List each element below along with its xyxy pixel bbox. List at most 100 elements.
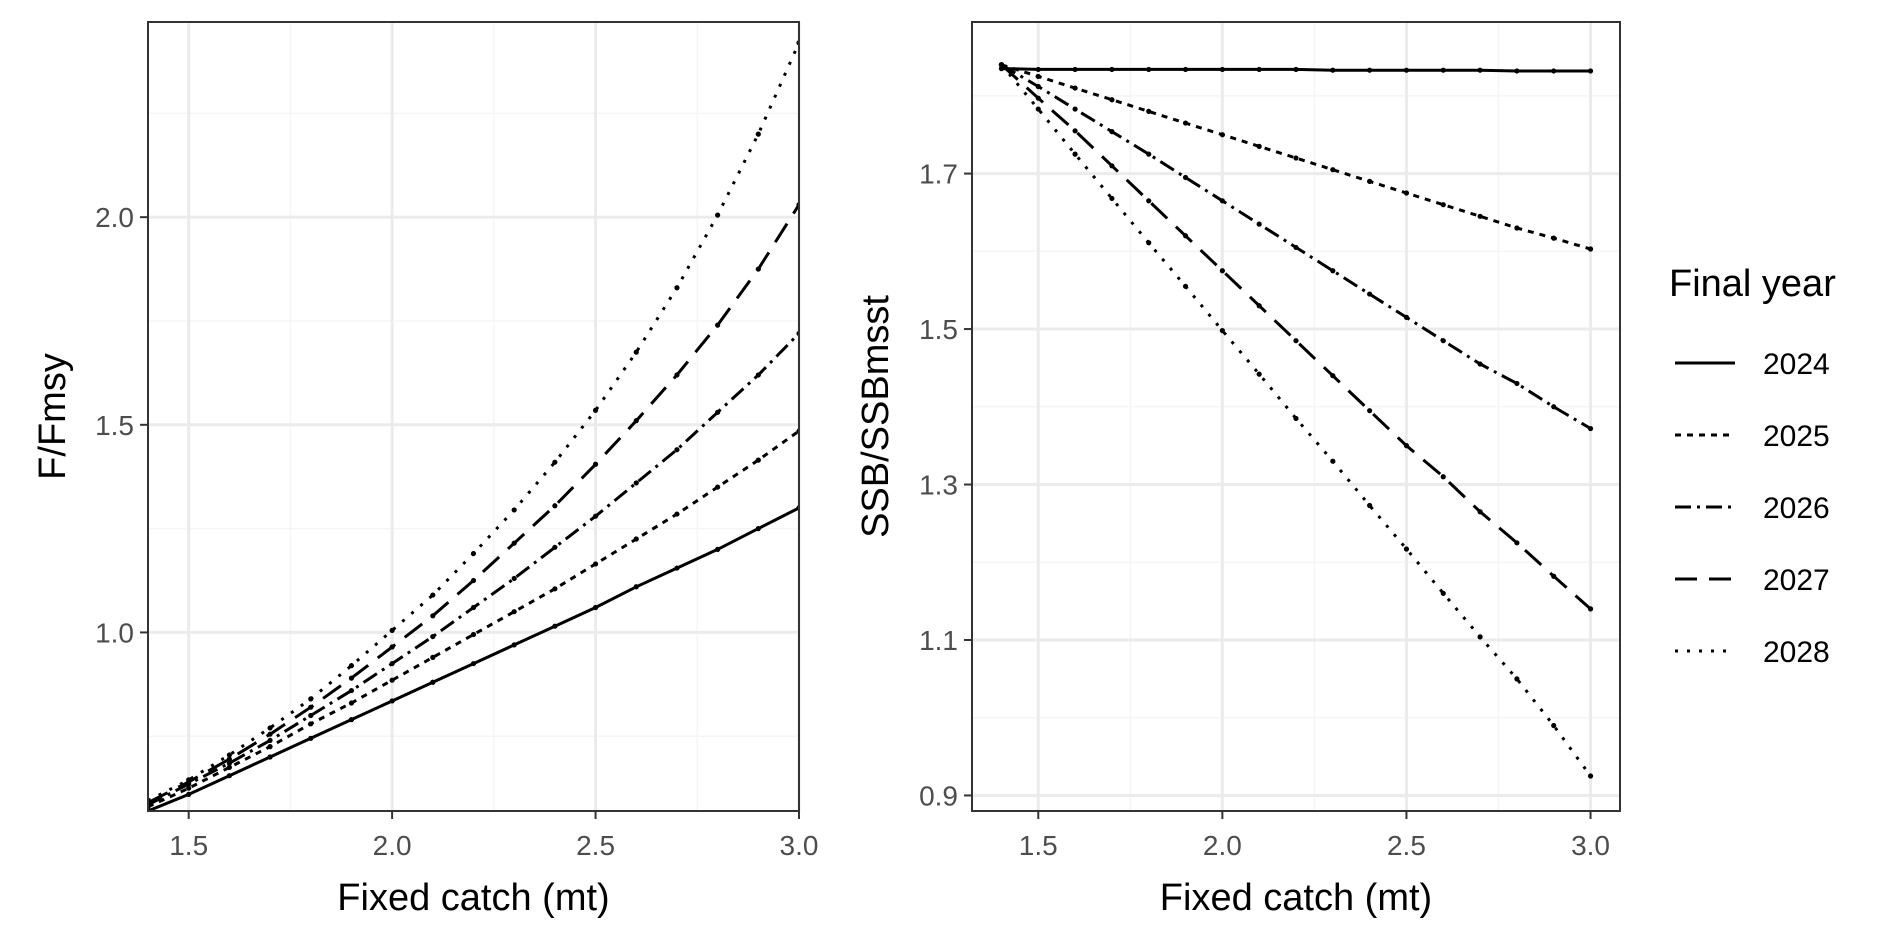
right-point-2027 [1477,509,1483,515]
right-point-2027 [1440,474,1446,480]
right-point-2028 [1330,458,1336,464]
right-point-2024 [1072,66,1078,73]
right-point-2028 [1477,634,1483,640]
left-point-2025 [389,677,395,683]
left-point-2026 [592,513,599,519]
left-x-tick-label: 1.5 [169,830,208,861]
right-point-2028 [1109,195,1115,202]
right-point-2025 [1182,120,1189,126]
right-point-2028 [1072,151,1078,157]
right-y-tick-label: 1.3 [919,470,958,501]
left-series-group [148,40,799,811]
left-point-2024 [348,717,355,723]
right-point-2027 [1514,540,1520,546]
right-point-2026 [1035,83,1041,90]
left-point-2024 [674,565,680,571]
right-point-2027 [1403,443,1410,449]
left-point-2026 [348,687,355,694]
right-point-2024 [1403,67,1410,73]
right-point-2027 [1293,338,1299,344]
left-point-2026 [430,633,436,640]
right-point-2025 [1403,190,1410,196]
right-point-2024 [1587,68,1594,74]
left-point-2027 [348,675,355,681]
left-point-2025 [430,654,436,660]
right-point-2024 [1440,67,1446,73]
left-y-tick-label: 2.0 [95,202,134,233]
right-point-2028 [1587,773,1594,779]
legend-label-2026: 2026 [1763,492,1830,525]
left-point-2025 [552,586,558,592]
left-point-2025 [592,561,599,567]
right-point-2024 [1256,66,1262,73]
left-point-2025 [186,785,192,791]
left-point-2027 [592,461,599,467]
left-point-2028 [552,459,558,465]
left-grid [148,22,801,811]
right-y-tick-label: 1.1 [919,625,958,656]
right-point-2024 [1293,66,1299,73]
left-x-ticks: 1.5 2.0 2.5 3.0 [169,811,818,861]
right-point-2027 [1367,408,1373,414]
left-point-2024 [633,584,639,590]
left-point-2026 [511,575,517,582]
legend-label-2025: 2025 [1763,420,1830,453]
left-chart: 1.5 2.0 2.5 3.0 1.01.52.0 Fixed catch (mt) … [32,21,818,919]
legend-label-2028: 2028 [1763,636,1830,669]
right-point-2026 [1109,129,1115,135]
legend: Final year 2024 2025 2026 2027 2028 [1669,263,1836,669]
left-point-2024 [715,546,721,552]
right-point-2028 [1256,371,1262,377]
right-point-2026 [1440,338,1446,344]
right-x-tick-label: 3.0 [1571,830,1610,861]
left-point-2024 [552,623,558,629]
left-point-2025 [308,721,314,727]
right-point-2028 [998,62,1005,68]
right-point-2028 [1182,283,1189,289]
legend-entries: 2024 2025 2026 2027 2028 [1675,348,1830,669]
right-point-2028 [1440,590,1446,596]
left-panel-border [147,21,800,812]
right-point-2026 [1072,106,1078,112]
left-panel-background [148,22,799,811]
legend-label-2024: 2024 [1763,348,1830,381]
right-y-tick-label: 1.5 [919,314,958,345]
left-point-2028 [755,131,761,137]
right-x-tick-label: 2.0 [1203,830,1242,861]
right-series-group [998,62,1594,779]
right-y-tick-label: 1.7 [919,159,958,190]
right-point-2024 [1514,68,1520,74]
right-point-2027 [1256,303,1262,309]
right-point-2026 [1146,151,1152,157]
left-point-2025 [470,631,477,638]
left-point-2028 [715,212,721,218]
right-point-2028 [1146,240,1152,246]
right-point-2025 [1256,143,1262,149]
right-point-2026 [1293,244,1299,251]
right-point-2026 [1182,174,1189,181]
left-point-2028 [633,349,639,355]
left-point-2026 [470,604,477,611]
right-point-2025 [1514,225,1520,231]
right-point-2026 [1256,221,1262,227]
right-y-ticks: 0.9 1.1 1.3 1.5 1.7 [919,159,972,811]
left-point-2025 [715,484,721,490]
left-point-2028 [267,725,273,731]
right-point-2024 [1367,67,1373,73]
left-point-2026 [755,372,761,378]
left-point-2026 [267,737,273,744]
left-point-2025 [511,609,517,615]
left-y-axis-title: F/Fmsy [32,353,74,480]
left-point-2027 [308,704,314,710]
left-point-2027 [470,577,477,584]
left-series-line-2025 [148,429,799,809]
left-point-2027 [226,756,232,762]
right-x-axis-title: Fixed catch (mt) [1160,877,1432,919]
right-series [998,62,1594,779]
right-point-2025 [1072,85,1078,91]
right-point-2025 [1330,167,1336,173]
left-x-axis-title: Fixed catch (mt) [337,877,609,919]
left-point-2024 [226,773,232,779]
left-point-2026 [308,712,314,719]
